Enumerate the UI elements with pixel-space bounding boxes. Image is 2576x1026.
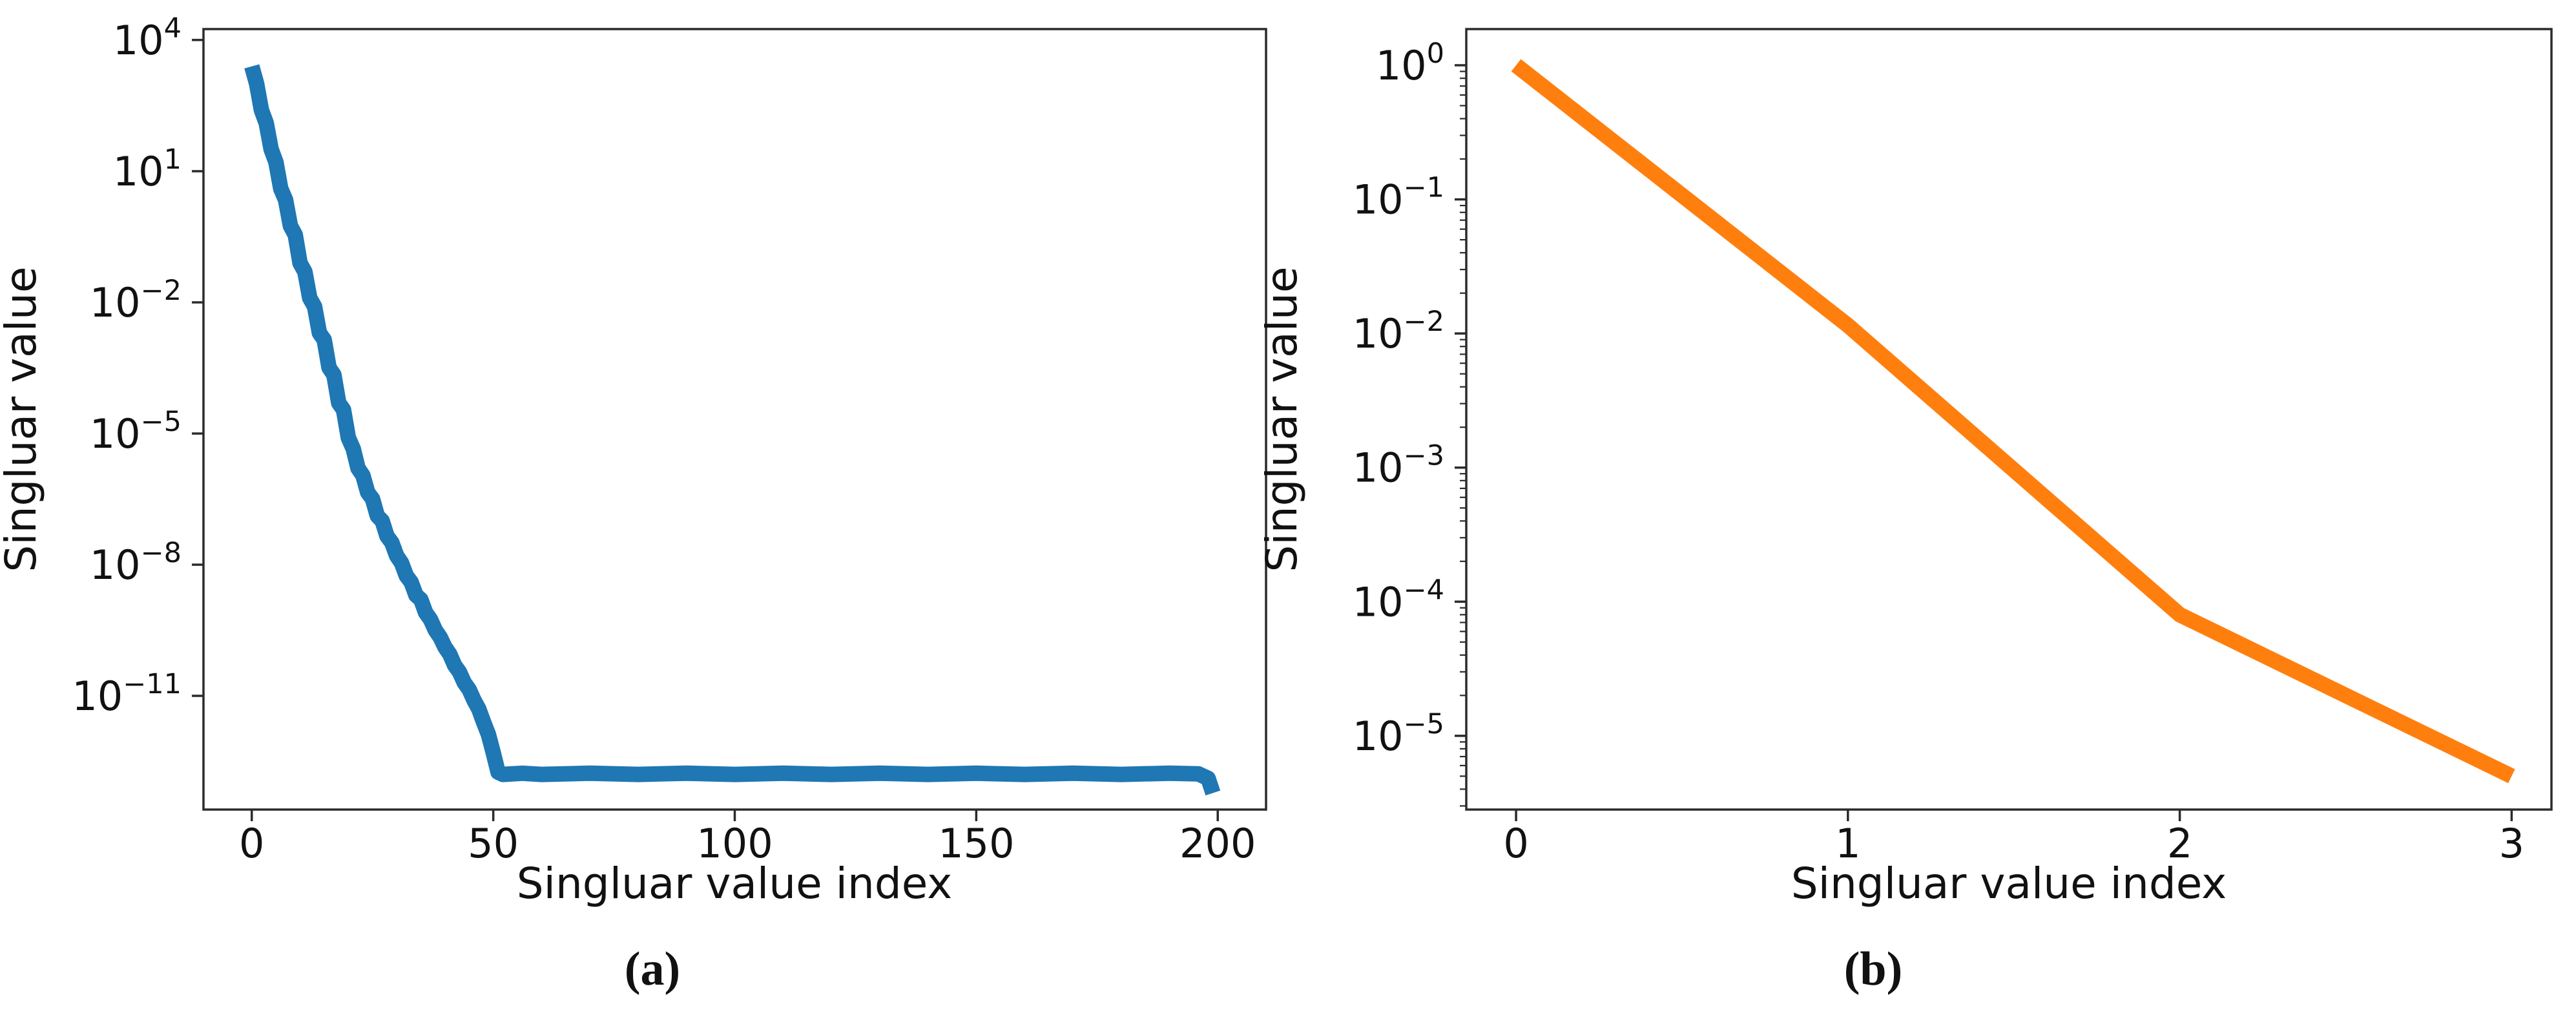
y-tick-label: 10−8: [90, 537, 182, 589]
axes-b: 100 10−1 10−2 10−3 10−4 10−5 0 1 2 3: [1353, 28, 2553, 867]
y-tick-label: 10−5: [90, 406, 182, 457]
plot-frame-b: [1465, 28, 2553, 811]
y-tick-label: 10−1: [1353, 172, 1444, 224]
y-axis-label-a: Singluar value: [0, 267, 46, 572]
y-tick-label: 10−2: [1353, 306, 1444, 357]
y-tick-label: 10−3: [1353, 440, 1444, 492]
x-tick-label: 1: [1835, 820, 1860, 867]
plot-frame-a: [202, 28, 1267, 811]
x-tick-label: 0: [1503, 820, 1528, 867]
y-axis-label-b: Singluar value: [1257, 267, 1307, 572]
y-tick-label: 101: [113, 143, 182, 195]
x-tick-label: 2: [2167, 820, 2192, 867]
y-tick-label: 10−11: [72, 668, 182, 720]
y-tick-label: 10−4: [1353, 574, 1444, 625]
singular-values-a-line: [244, 64, 1221, 796]
caption-a: (a): [625, 943, 680, 996]
y-tick-label: 104: [113, 12, 182, 64]
y-tick-label: 100: [1376, 37, 1444, 89]
singular-values-b-line: [1511, 59, 2515, 784]
x-tick-label: 200: [1179, 820, 1256, 867]
chart-a: 104 101 10−2 10−5 10−8 10−11 0 50 100 150 200 Sing…: [0, 12, 1267, 996]
axes-a: 104 101 10−2 10−5 10−8 10−11 0 50 100 150 200: [72, 12, 1267, 867]
x-tick-label: 50: [468, 820, 519, 867]
x-tick-label: 150: [938, 820, 1014, 867]
y-tick-label: 10−2: [90, 275, 182, 326]
y-tick-label: 10−5: [1353, 708, 1444, 760]
caption-b: (b): [1844, 943, 1902, 996]
chart-b: 100 10−1 10−2 10−3 10−4 10−5 0 1 2 3 Singluar val…: [1257, 28, 2553, 996]
x-tick-label: 100: [696, 820, 773, 867]
x-axis-label-b: Singluar value index: [1791, 859, 2227, 908]
x-axis-label-a: Singluar value index: [517, 859, 953, 908]
x-tick-label: 0: [239, 820, 264, 867]
x-tick-label: 3: [2499, 820, 2524, 867]
